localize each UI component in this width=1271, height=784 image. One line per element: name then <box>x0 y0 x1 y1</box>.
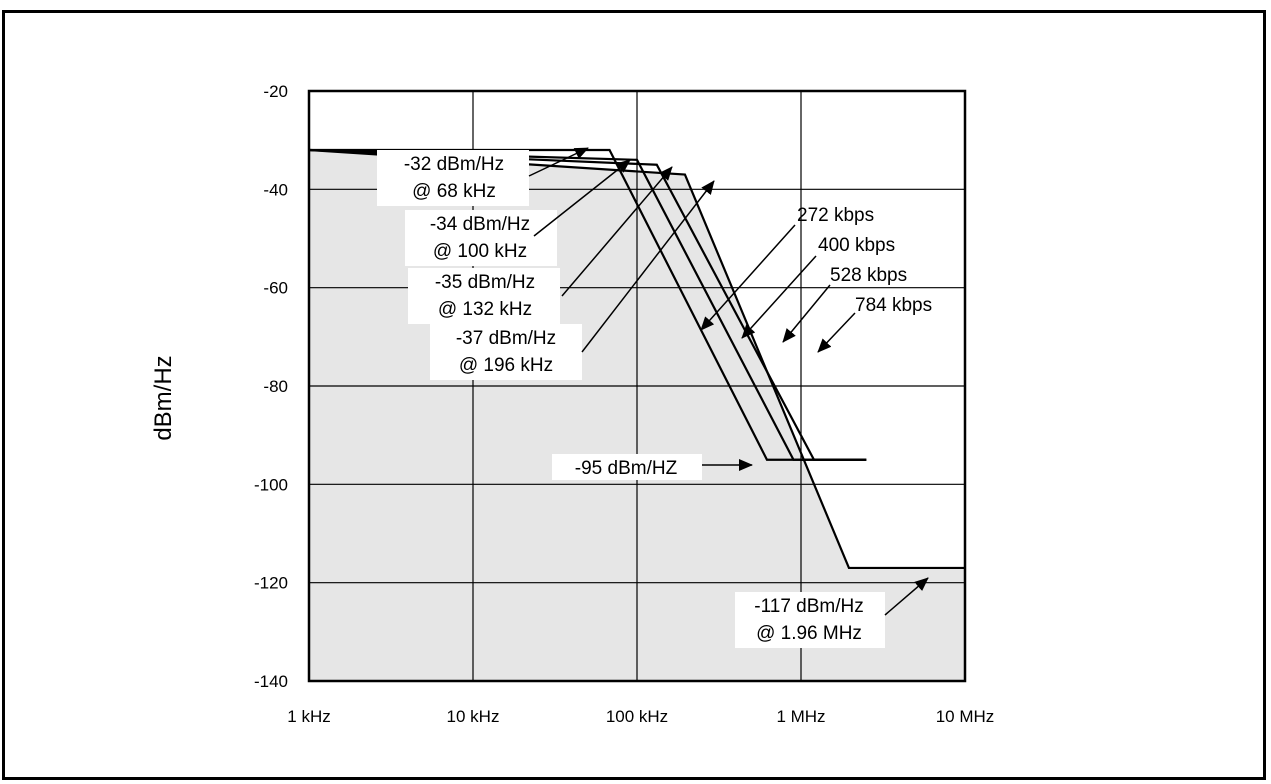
plot-border <box>307 89 967 683</box>
x-tick-label: 10 MHz <box>936 707 995 726</box>
annotation-text: -95 dBm/HZ <box>575 458 678 479</box>
annotation-text: -32 dBm/Hz <box>404 154 504 175</box>
annotation-text: -117 dBm/Hz <box>754 596 863 617</box>
callout-arrow <box>884 577 929 616</box>
series-label: 272 kbps <box>797 205 874 226</box>
annotation-label: -117 dBm/Hz @ 1.96 MHz <box>735 592 885 648</box>
annotation-box <box>735 592 885 648</box>
annotation-box <box>430 324 582 380</box>
annotation-text: -35 dBm/Hz <box>435 272 535 293</box>
annotation-label: -95 dBm/HZ <box>552 454 702 480</box>
annotation-label: -34 dBm/Hz @ 100 kHz <box>405 210 557 266</box>
x-tick-label: 1 kHz <box>287 707 330 726</box>
series-label: 400 kbps <box>818 235 895 256</box>
y-tick-label: -140 <box>254 672 288 691</box>
annotation-box <box>552 454 702 480</box>
callout-arrow <box>581 180 715 353</box>
callout-arrow <box>528 147 589 177</box>
annotation-text: @ 1.96 MHz <box>756 623 862 644</box>
x-tick-label: 10 kHz <box>447 707 500 726</box>
series-label: 528 kbps <box>830 265 907 286</box>
annotation-label: -35 dBm/Hz @ 132 kHz <box>408 268 560 324</box>
annotation-text: @ 196 kHz <box>459 355 553 376</box>
y-tick-label: -80 <box>263 377 288 396</box>
annotation-box <box>408 268 560 324</box>
annotation-box <box>377 150 529 206</box>
annotation-label: -32 dBm/Hz @ 68 kHz <box>377 150 529 206</box>
y-tick-label: -40 <box>263 180 288 199</box>
callout-arrow <box>817 312 856 353</box>
series-label: 784 kbps <box>855 295 932 316</box>
x-tick-label: 100 kHz <box>606 707 668 726</box>
callout-arrow <box>700 224 796 331</box>
annotation-text: -34 dBm/Hz <box>430 214 530 235</box>
x-tick-label: 1 MHz <box>776 707 825 726</box>
callout-arrow <box>561 166 673 297</box>
y-tick-label: -100 <box>254 475 288 494</box>
annotation-text: @ 132 kHz <box>438 299 532 320</box>
callout-arrow <box>741 255 817 339</box>
annotation-text: @ 100 kHz <box>433 241 527 262</box>
y-tick-label: -120 <box>254 574 288 593</box>
annotation-box <box>405 210 557 266</box>
annotation-label: -37 dBm/Hz @ 196 kHz <box>430 324 582 380</box>
annotation-text: -37 dBm/Hz <box>456 328 556 349</box>
y-axis-label: dBm/Hz <box>150 355 177 440</box>
y-tick-label: -20 <box>263 82 288 101</box>
callout-arrow <box>533 159 631 237</box>
annotation-text: @ 68 kHz <box>412 181 496 202</box>
callout-arrow <box>782 284 831 343</box>
y-tick-label: -60 <box>263 279 288 298</box>
